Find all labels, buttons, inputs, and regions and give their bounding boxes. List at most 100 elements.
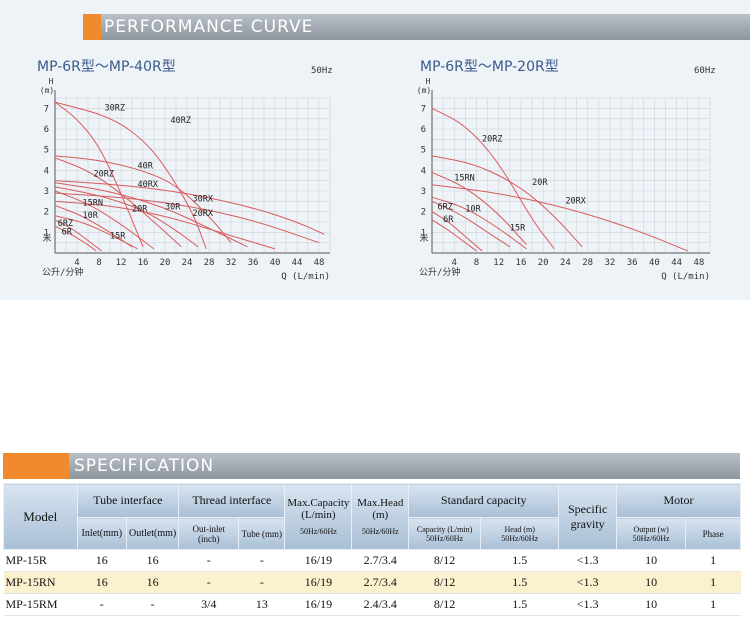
header-tube: Tube (mm) (238, 517, 286, 550)
curve-15r (54, 215, 138, 250)
curve-40r (54, 155, 232, 243)
curve-40rz (54, 101, 207, 250)
x-tick-label: 32 (226, 258, 237, 268)
right-chart-frequency: 60Hz (694, 66, 716, 76)
curve-label-40rz: 40RZ (171, 116, 191, 126)
cell-head: 1.5 (480, 593, 559, 616)
cell-phase: 1 (685, 571, 741, 594)
x-axis-label: Q (L/min) (281, 272, 330, 282)
x-tick-label: 44 (671, 258, 682, 268)
x-tick-label: 36 (248, 258, 259, 268)
cell-inlet: - (77, 593, 127, 616)
cell-outlet: - (126, 593, 179, 616)
cell-inlet: 16 (77, 571, 127, 594)
header-standard-capacity: Standard capacity (408, 483, 560, 518)
header-out-inlet: Out-inlet (inch) (178, 517, 240, 550)
x-axis-label: Q (L/min) (661, 272, 710, 282)
header-motor: Motor (615, 483, 742, 518)
curve-label-6rz: 6RZ (58, 219, 73, 229)
max-head-label: Max.Head (m) (357, 497, 404, 521)
cell-capacity: 8/12 (408, 571, 481, 594)
table-row: MP-15R 16 16 - - 16/19 2.7/3.4 8/12 1.5 … (3, 549, 741, 572)
x-tick-label: 16 (138, 258, 149, 268)
cell-out-inlet: - (178, 571, 239, 594)
cell-out-inlet: 3/4 (178, 593, 239, 616)
table-row: MP-15RN 16 16 - - 16/19 2.7/3.4 8/12 1.5… (3, 571, 741, 594)
cell-specific-gravity: <1.3 (558, 571, 617, 594)
performance-title-accent (83, 14, 101, 40)
specification-title-accent (3, 453, 69, 479)
header-inlet: Inlet(mm) (76, 517, 128, 550)
max-capacity-label: Max.Capacity (L/min) (287, 497, 350, 521)
y-tick-label: 5 (421, 146, 426, 156)
cell-inlet: 16 (77, 549, 127, 572)
curve-label-6r: 6R (62, 227, 73, 237)
curve-30rx (54, 192, 320, 244)
header-model: Model (3, 483, 78, 550)
curve-6r (431, 219, 477, 252)
header-outlet: Outlet(mm) (125, 517, 180, 550)
header-max-capacity: Max.Capacity (L/min) 50Hz/60Hz (284, 483, 353, 550)
left-chart-title: MP-6R型～MP-40R型 (37, 59, 176, 75)
y-tick-label: 6 (421, 125, 426, 135)
performance-section (0, 0, 750, 300)
cell-max-capacity: 16/19 (284, 571, 352, 594)
curve-label-30r: 30R (165, 203, 181, 213)
header-max-head: Max.Head (m) 50Hz/60Hz (351, 483, 410, 550)
cell-outlet: 16 (126, 549, 179, 572)
curve-label-15rn: 15RN (83, 198, 103, 208)
max-capacity-sub: 50Hz/60Hz (299, 527, 337, 536)
curve-label-20rz: 20RZ (482, 134, 502, 144)
cell-output: 10 (616, 549, 686, 572)
x-tick-label: 48 (314, 258, 325, 268)
cell-output: 10 (616, 571, 686, 594)
header-capacity: Capacity (L/min) 50Hz/60Hz (408, 517, 482, 550)
x-axis-label-unit: 公升/分钟 (419, 266, 460, 278)
cell-specific-gravity: <1.3 (558, 549, 617, 572)
y-tick-label: 3 (421, 187, 426, 197)
cell-outlet: 16 (126, 571, 179, 594)
curve-20rz (431, 107, 555, 250)
cell-out-inlet: - (178, 549, 239, 572)
curve-label-15r: 15R (110, 232, 126, 242)
x-tick-label: 28 (204, 258, 215, 268)
x-tick-label: 24 (182, 258, 193, 268)
x-tick-label: 8 (96, 258, 101, 268)
cell-output: 10 (616, 593, 686, 616)
curve-15r (431, 196, 527, 250)
curve-30r (54, 182, 248, 248)
curve-label-6rz: 6RZ (438, 203, 453, 213)
x-tick-label: 4 (452, 258, 457, 268)
specification-title: SPECIFICATION (74, 456, 215, 476)
x-tick-label: 40 (270, 258, 281, 268)
curve-label-10r: 10R (83, 211, 99, 221)
curve-6r (54, 225, 97, 252)
cell-model: MP-15RM (3, 593, 78, 616)
header-specific-gravity: Specific gravity (558, 483, 617, 550)
header-phase: Phase (685, 517, 741, 550)
x-tick-label: 32 (604, 258, 615, 268)
curve-label-40rx: 40RX (138, 180, 159, 190)
x-tick-label: 20 (538, 258, 549, 268)
y-tick-label: 2 (421, 208, 426, 218)
cell-max-head: 2.7/3.4 (351, 549, 409, 572)
header-thread-interface: Thread interface (178, 483, 286, 518)
y-tick-label: 4 (44, 166, 49, 176)
x-tick-label: 16 (516, 258, 527, 268)
cell-max-head: 2.4/3.4 (351, 593, 409, 616)
curve-20rz (54, 157, 182, 248)
curve-40rx (54, 180, 325, 235)
curve-label-10r: 10R (465, 205, 481, 215)
y-axis-label-unit: (m) (417, 86, 431, 95)
y-tick-label: 3 (44, 187, 49, 197)
x-tick-label: 12 (493, 258, 504, 268)
x-tick-label: 4 (74, 258, 79, 268)
cell-capacity: 8/12 (408, 549, 481, 572)
x-tick-label: 24 (560, 258, 571, 268)
x-tick-label: 8 (474, 258, 479, 268)
x-tick-label: 12 (116, 258, 127, 268)
curve-15rn (54, 190, 155, 250)
curve-20rx (54, 200, 276, 250)
curve-label-15rn: 15RN (454, 174, 474, 184)
